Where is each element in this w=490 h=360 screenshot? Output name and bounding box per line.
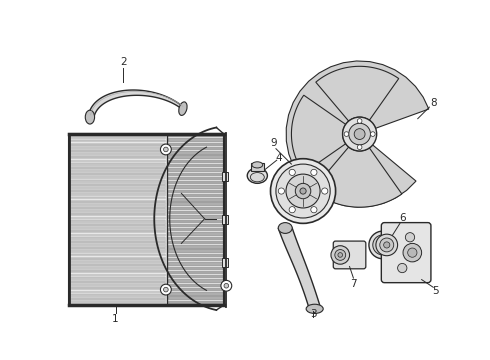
FancyBboxPatch shape <box>381 222 431 283</box>
Polygon shape <box>88 90 185 118</box>
Circle shape <box>224 283 229 288</box>
Text: 9: 9 <box>270 138 277 148</box>
Circle shape <box>384 242 390 248</box>
Circle shape <box>373 235 393 255</box>
Ellipse shape <box>179 102 187 116</box>
Circle shape <box>289 207 295 213</box>
Text: 6: 6 <box>399 213 406 223</box>
Circle shape <box>276 164 330 218</box>
Circle shape <box>335 249 345 260</box>
Polygon shape <box>278 228 321 309</box>
Bar <box>221 258 228 267</box>
Text: 4: 4 <box>276 153 282 163</box>
Circle shape <box>370 132 375 136</box>
Circle shape <box>311 169 317 175</box>
Circle shape <box>164 287 168 292</box>
Text: 2: 2 <box>120 58 126 67</box>
Text: 5: 5 <box>432 286 439 296</box>
Circle shape <box>357 145 362 149</box>
Circle shape <box>270 159 336 223</box>
Bar <box>221 215 228 224</box>
Circle shape <box>331 246 349 264</box>
Circle shape <box>354 129 365 139</box>
FancyBboxPatch shape <box>333 241 366 269</box>
Circle shape <box>221 280 232 291</box>
Circle shape <box>357 119 362 123</box>
Circle shape <box>160 284 172 295</box>
Circle shape <box>376 234 397 256</box>
Circle shape <box>164 147 168 152</box>
Ellipse shape <box>247 168 268 183</box>
Circle shape <box>343 117 377 151</box>
Bar <box>69 134 224 305</box>
Bar <box>251 163 264 171</box>
Circle shape <box>338 253 343 257</box>
Circle shape <box>344 132 349 136</box>
Text: 1: 1 <box>112 314 119 324</box>
Circle shape <box>369 231 397 259</box>
Ellipse shape <box>278 222 292 233</box>
Ellipse shape <box>85 110 95 124</box>
Text: 8: 8 <box>430 98 437 108</box>
Circle shape <box>321 188 328 194</box>
Circle shape <box>377 239 389 251</box>
Polygon shape <box>286 61 429 207</box>
Text: 3: 3 <box>310 309 317 319</box>
Polygon shape <box>312 147 402 207</box>
Bar <box>221 172 228 181</box>
Text: 7: 7 <box>350 279 357 289</box>
Circle shape <box>160 144 172 155</box>
Polygon shape <box>292 95 345 173</box>
Circle shape <box>409 252 418 261</box>
Circle shape <box>295 183 311 199</box>
Circle shape <box>286 174 320 208</box>
Circle shape <box>349 123 370 145</box>
Ellipse shape <box>252 162 263 168</box>
Ellipse shape <box>306 304 323 314</box>
Circle shape <box>380 238 394 252</box>
Circle shape <box>405 233 415 242</box>
Circle shape <box>397 264 407 273</box>
Circle shape <box>408 248 417 257</box>
Circle shape <box>278 188 285 194</box>
Ellipse shape <box>250 172 264 182</box>
Circle shape <box>300 188 306 194</box>
Circle shape <box>289 169 295 175</box>
Circle shape <box>311 207 317 213</box>
Polygon shape <box>316 66 399 121</box>
Circle shape <box>403 243 421 262</box>
